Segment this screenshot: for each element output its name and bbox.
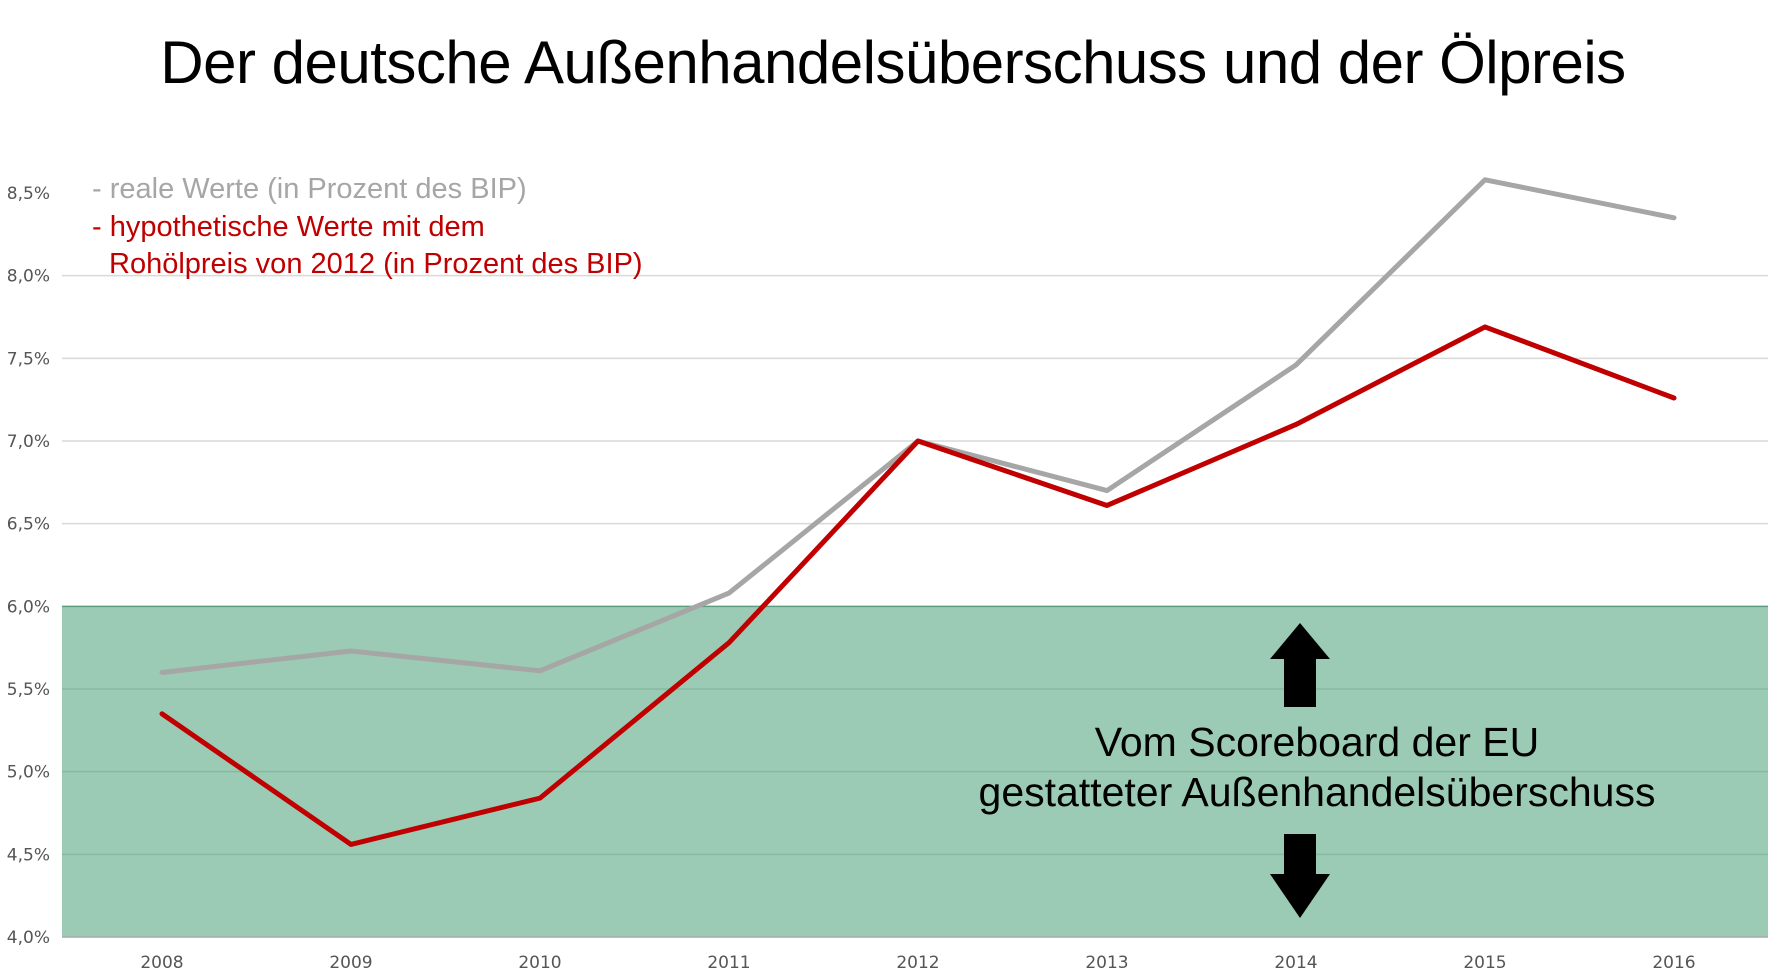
y-tick-label: 7,0% xyxy=(7,432,50,452)
y-tick-label: 6,0% xyxy=(7,597,50,617)
x-tick-label: 2014 xyxy=(1274,953,1317,973)
x-tick-label: 2012 xyxy=(896,953,939,973)
y-tick-label: 7,5% xyxy=(7,349,50,369)
series-line-hypothetical xyxy=(159,324,1677,847)
x-tick-label: 2009 xyxy=(329,953,372,973)
y-tick-label: 5,0% xyxy=(7,763,50,783)
y-tick-label: 8,5% xyxy=(7,184,50,204)
arrows xyxy=(1270,623,1330,918)
chart-title: Der deutsche Außenhandelsüberschuss und … xyxy=(160,29,1626,96)
x-tick-label: 2008 xyxy=(140,953,183,973)
legend-real: - reale Werte (in Prozent des BIP) xyxy=(92,173,527,205)
arrow-up-icon xyxy=(1270,623,1330,707)
x-tick-label: 2015 xyxy=(1463,953,1506,973)
x-tick-label: 2013 xyxy=(1085,953,1128,973)
x-tick-label: 2010 xyxy=(518,953,561,973)
y-tick-label: 8,0% xyxy=(7,267,50,287)
annotation-line1: Vom Scoreboard der EU xyxy=(1095,719,1539,765)
x-tick-label: 2016 xyxy=(1652,953,1695,973)
legend-hypothetical-line1: - hypothetische Werte mit dem xyxy=(92,211,485,243)
arrow-down-icon xyxy=(1270,834,1330,918)
annotation-line2: gestatteter Außenhandelsüberschuss xyxy=(979,769,1656,815)
y-tick-label: 5,5% xyxy=(7,680,50,700)
y-tick-label: 4,0% xyxy=(7,928,50,948)
y-tick-label: 6,5% xyxy=(7,515,50,535)
legend-hypothetical-line2: Rohölpreis von 2012 (in Prozent des BIP) xyxy=(109,248,643,280)
x-tick-label: 2011 xyxy=(707,953,750,973)
y-tick-label: 4,5% xyxy=(7,845,50,865)
